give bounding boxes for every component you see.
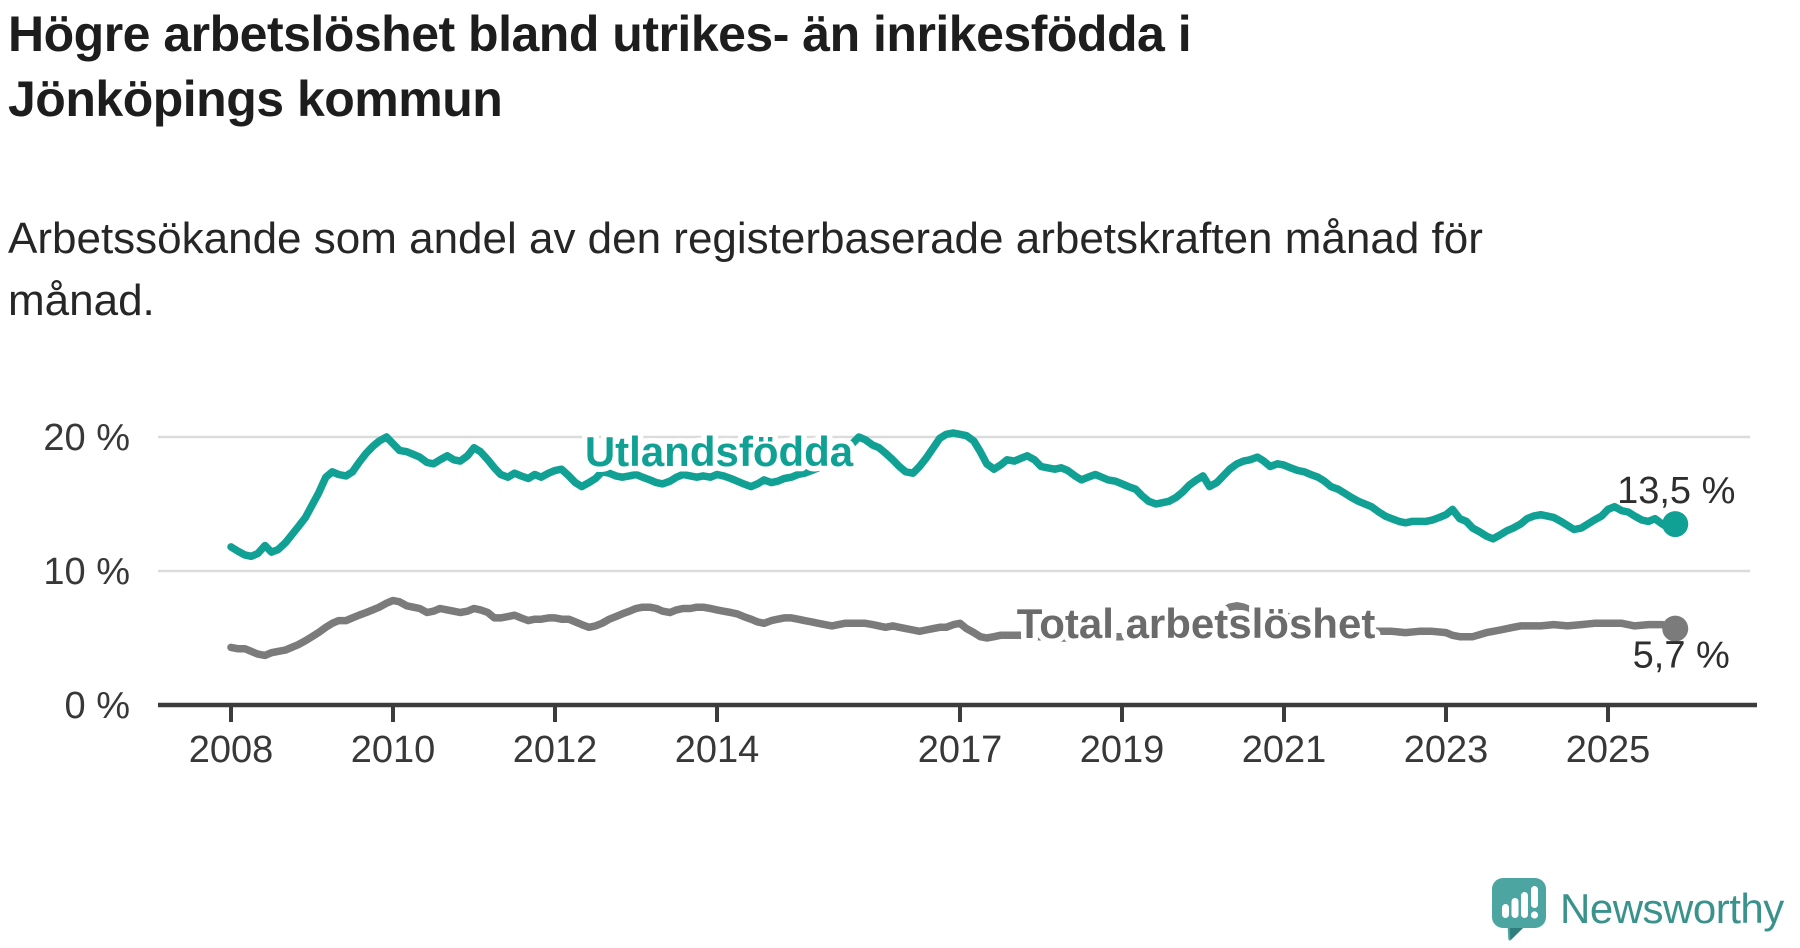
x-axis-label-2010: 2010: [351, 729, 436, 771]
x-axis-label-2023: 2023: [1404, 729, 1489, 771]
y-axis-label-10: 10 %: [43, 551, 130, 593]
chart-subtitle: Arbetssökande som andel av den registerb…: [8, 208, 1483, 332]
chart-title-line2: Jönköpings kommun: [8, 71, 503, 127]
y-axis-label-0: 0 %: [65, 685, 130, 727]
series-label-total: Total arbetslöshet: [1017, 600, 1376, 647]
x-axis-label-2025: 2025: [1566, 729, 1651, 771]
end-value-label-total: 5,7 %: [1633, 635, 1730, 677]
newsworthy-logo-text: Newsworthy: [1560, 885, 1784, 932]
chart-subtitle-line2: månad.: [8, 276, 155, 325]
x-axis-label-2014: 2014: [675, 729, 760, 771]
y-axis-label-20: 20 %: [43, 417, 130, 459]
newsworthy-logo-icon: [1492, 878, 1546, 941]
chart-title: Högre arbetslöshet bland utrikes- än inr…: [8, 2, 1192, 132]
newsworthy-logo[interactable]: Newsworthy: [1490, 876, 1784, 942]
x-axis-label-2021: 2021: [1242, 729, 1327, 771]
x-axis-label-2012: 2012: [513, 729, 598, 771]
x-axis-label-2019: 2019: [1080, 729, 1165, 771]
end-value-label-utlandsfodda: 13,5 %: [1617, 470, 1735, 512]
x-axis-label-2008: 2008: [189, 729, 274, 771]
chart-title-line1: Högre arbetslöshet bland utrikes- än inr…: [8, 6, 1192, 62]
series-end-dot-total: [1662, 615, 1689, 642]
x-axis-label-2017: 2017: [918, 729, 1003, 771]
series-line-utlandsfodda: [227, 429, 1679, 561]
series-line-total: [227, 596, 1679, 660]
series-label-utlandsfodda: Utlandsfödda: [585, 428, 854, 475]
series-end-dot-utlandsfodda: [1662, 511, 1689, 538]
chart-subtitle-line1: Arbetssökande som andel av den registerb…: [8, 214, 1483, 263]
